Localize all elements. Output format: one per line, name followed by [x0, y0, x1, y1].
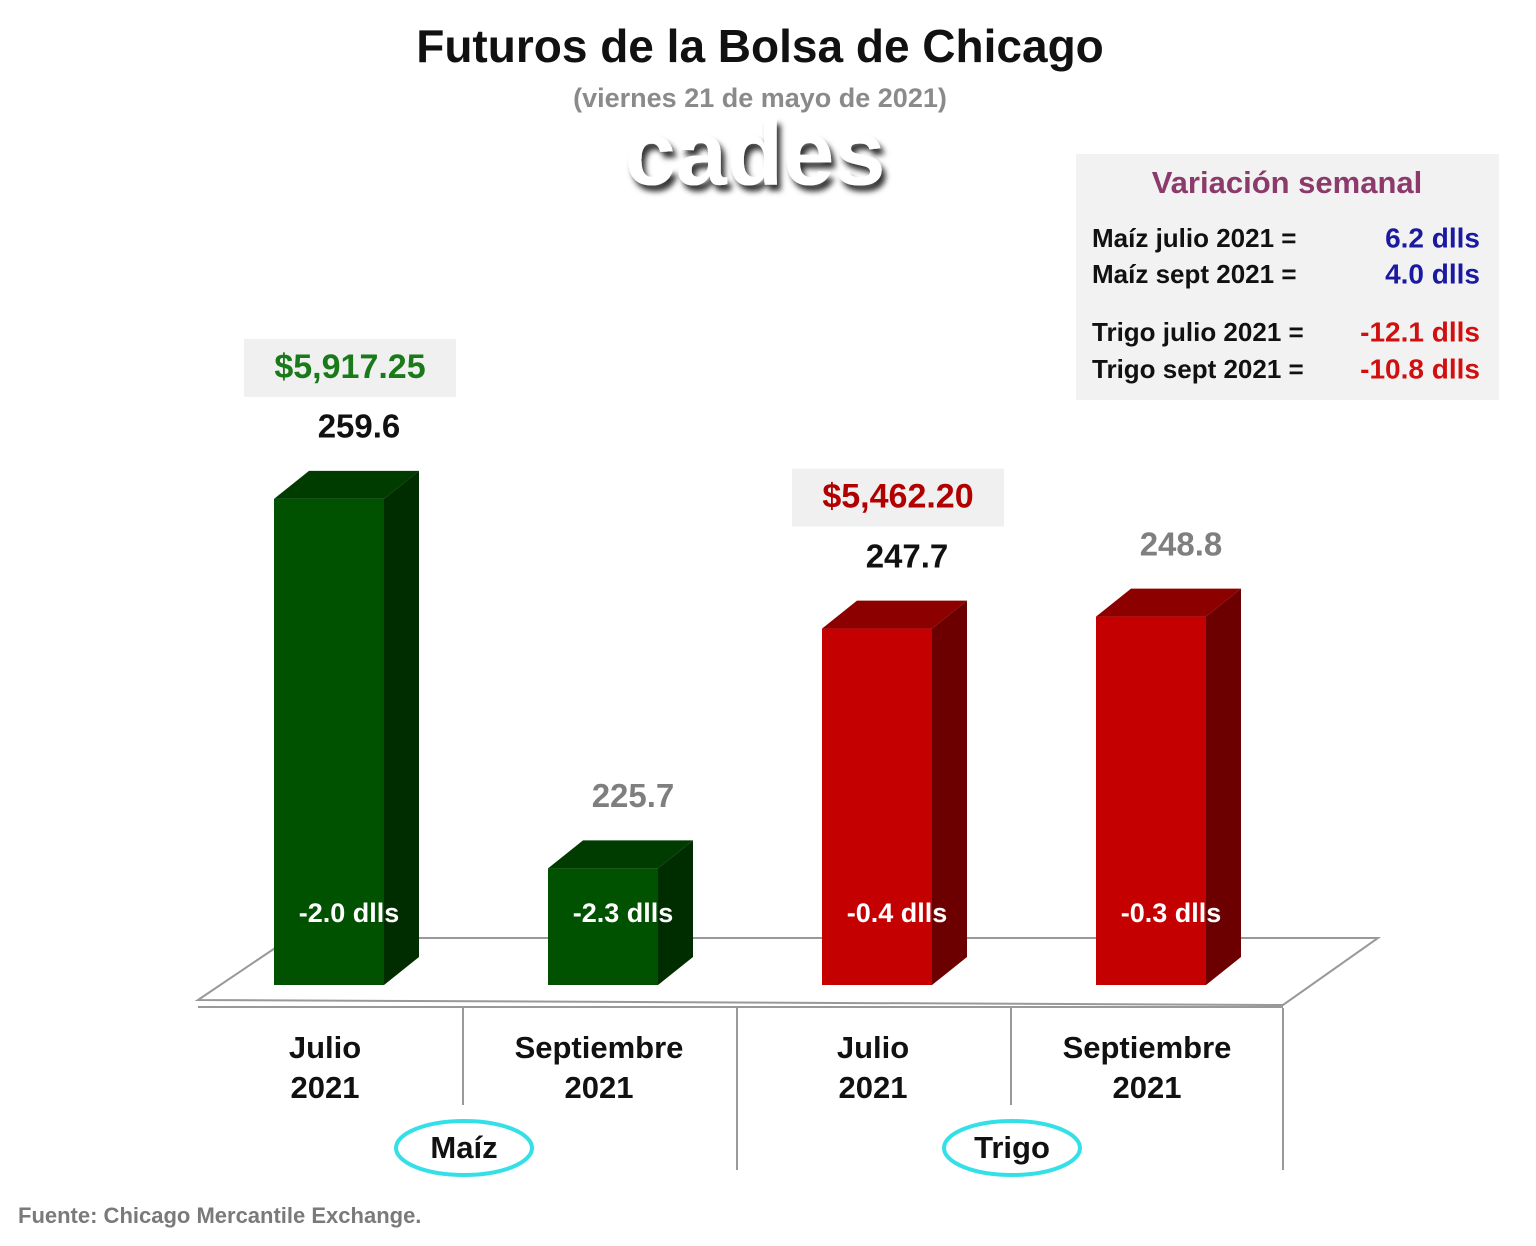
- price-label: $5,917.25: [274, 348, 425, 386]
- price-label-box: [792, 468, 1004, 527]
- price-label: $5,462.20: [822, 478, 973, 516]
- value-label: 247.7: [866, 537, 949, 574]
- change-value: -12.1 dlls: [1360, 316, 1480, 347]
- bar-side: [1206, 588, 1241, 985]
- weekly-change-box: [1076, 154, 1499, 400]
- x-tick-label: Julio: [837, 1030, 909, 1065]
- bar-side: [384, 470, 419, 985]
- x-tick-label: Septiembre: [1063, 1030, 1232, 1065]
- bar-annotation: -2.0 dlls: [299, 898, 400, 928]
- bar-annotation: -0.4 dlls: [847, 898, 948, 928]
- weekly-change-title: Variación semanal: [1152, 165, 1423, 200]
- value-label: 225.7: [592, 777, 675, 814]
- bar-annotation: -2.3 dlls: [573, 898, 674, 928]
- bar-annotation: -0.3 dlls: [1121, 898, 1222, 928]
- group-label: Maíz: [430, 1130, 497, 1165]
- chart-title: Futuros de la Bolsa de Chicago: [416, 20, 1104, 72]
- bar: [1096, 616, 1206, 985]
- x-tick-label: 2021: [1113, 1070, 1182, 1105]
- chart-subtitle: (viernes 21 de mayo de 2021): [573, 83, 947, 113]
- change-value: 6.2 dlls: [1385, 222, 1480, 253]
- bar: [548, 868, 658, 985]
- x-tick-label: Septiembre: [515, 1030, 684, 1065]
- change-label: Trigo julio 2021 =: [1092, 317, 1304, 347]
- source: Fuente: Chicago Mercantile Exchange.: [18, 1203, 421, 1228]
- x-tick-label: 2021: [291, 1070, 360, 1105]
- group-label: Trigo: [974, 1130, 1050, 1165]
- change-label: Trigo sept 2021 =: [1092, 354, 1304, 384]
- change-label: Maíz sept 2021 =: [1092, 259, 1297, 289]
- bar-side: [932, 600, 967, 985]
- bar-top: [274, 470, 419, 499]
- change-label: Maíz julio 2021 =: [1092, 223, 1296, 253]
- value-label: 259.6: [318, 408, 401, 445]
- change-value: -10.8 dlls: [1360, 353, 1480, 384]
- group-ellipse: [942, 1119, 1082, 1177]
- price-label-box: [244, 338, 456, 397]
- x-tick-label: 2021: [565, 1070, 634, 1105]
- bar: [822, 628, 932, 985]
- bar-side: [658, 840, 693, 985]
- change-value: 4.0 dlls: [1385, 258, 1480, 289]
- logo: cades: [625, 102, 886, 204]
- x-tick-label: Julio: [289, 1030, 361, 1065]
- value-label: 248.8: [1140, 525, 1223, 562]
- bar-top: [1096, 588, 1241, 617]
- floor: [194, 937, 1382, 1007]
- bar-top: [822, 600, 967, 629]
- group-ellipse: [394, 1119, 534, 1177]
- bar-top: [548, 840, 693, 869]
- x-tick-label: 2021: [839, 1070, 908, 1105]
- bar: [274, 498, 384, 985]
